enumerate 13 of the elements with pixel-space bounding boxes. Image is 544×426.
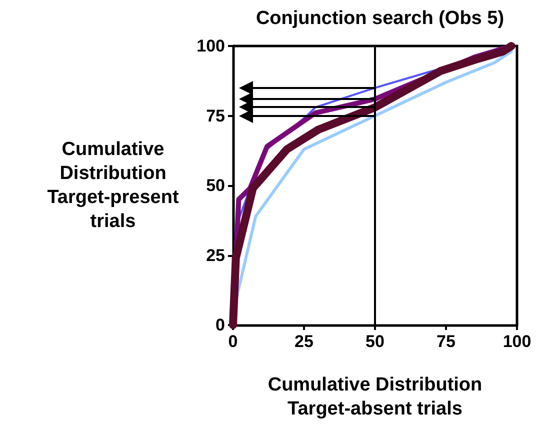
x-tick-label: 0: [228, 332, 238, 351]
x-tick-label: 25: [294, 332, 314, 351]
y-tick-label: 25: [206, 246, 225, 265]
x-tick-label: 75: [436, 332, 456, 351]
y-axis-title: Cumulative Distribution Target-present trials: [47, 139, 180, 232]
y-tick-label: 0: [216, 316, 225, 334]
y-tick-label: 50: [206, 176, 225, 195]
x-tick-label: 50: [366, 332, 384, 351]
y-tick-label: 75: [206, 106, 225, 126]
y-tick-label: 100: [196, 36, 225, 56]
chart-title: Conjunction search (Obs 5): [256, 8, 504, 29]
x-tick-label: 100: [502, 332, 532, 351]
x-axis-title: Cumulative Distribution Target-absent trials: [268, 374, 482, 420]
